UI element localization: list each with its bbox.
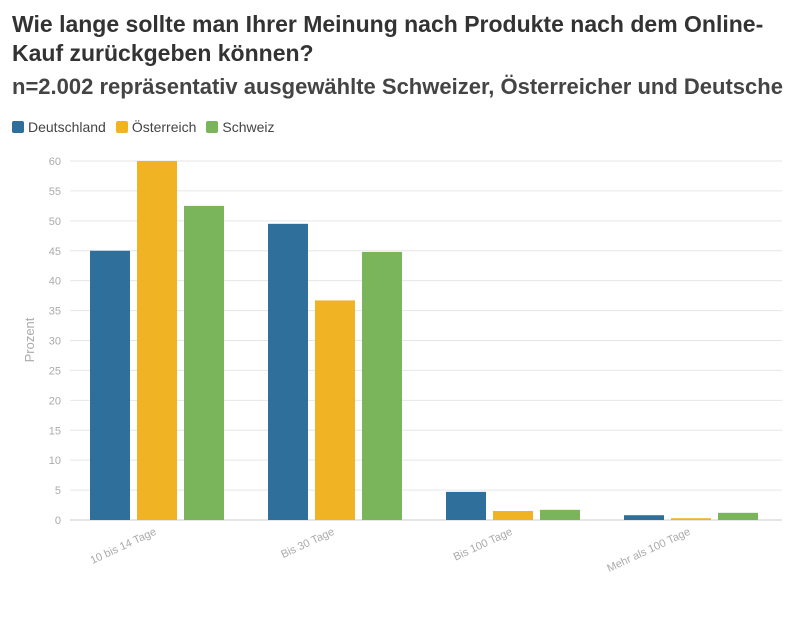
bar-deutschland[interactable] bbox=[624, 515, 664, 520]
y-tick-label: 5 bbox=[55, 485, 61, 497]
y-tick-label: 15 bbox=[49, 425, 61, 437]
bar-schweiz[interactable] bbox=[718, 512, 758, 520]
legend-label: Österreich bbox=[131, 119, 197, 135]
chart-title: Wie lange sollte man Ihrer Meinung nach … bbox=[12, 11, 764, 66]
legend-label: Deutschland bbox=[28, 119, 106, 135]
legend-swatch bbox=[115, 121, 128, 133]
y-tick-label: 25 bbox=[49, 365, 61, 377]
x-tick-label: Mehr als 100 Tage bbox=[605, 526, 692, 575]
y-axis-ticks: 0 5 10 15 20 25 30 35 40 45 50 55 60 bbox=[49, 156, 61, 527]
y-tick-label: 55 bbox=[49, 186, 61, 198]
legend-item-deutschland[interactable]: Deutschland bbox=[12, 119, 106, 135]
legend-label: Schweiz bbox=[222, 119, 275, 135]
bar-österreich[interactable] bbox=[137, 161, 177, 520]
x-tick-label: Bis 30 Tage bbox=[279, 526, 336, 561]
bar-deutschland[interactable] bbox=[446, 491, 486, 520]
legend-item-schweiz[interactable]: Schweiz bbox=[206, 119, 275, 135]
bar-deutschland[interactable] bbox=[90, 250, 130, 520]
y-tick-label: 45 bbox=[49, 246, 61, 258]
legend: Deutschland Österreich Schweiz bbox=[12, 119, 275, 135]
y-tick-label: 50 bbox=[49, 216, 61, 228]
x-tick-label: 10 bis 14 Tage bbox=[89, 526, 159, 567]
y-tick-label: 60 bbox=[49, 156, 61, 168]
bars bbox=[90, 161, 758, 521]
y-tick-label: 30 bbox=[49, 336, 61, 348]
bar-schweiz[interactable] bbox=[184, 205, 224, 520]
x-tick-label: Bis 100 Tage bbox=[452, 526, 515, 564]
bar-schweiz[interactable] bbox=[540, 509, 580, 520]
y-tick-label: 20 bbox=[49, 395, 61, 407]
bar-schweiz[interactable] bbox=[362, 251, 402, 521]
x-axis-ticks: 10 bis 14 Tage Bis 30 Tage Bis 100 Tage Meh… bbox=[89, 526, 693, 575]
y-tick-label: 40 bbox=[49, 276, 61, 288]
y-tick-label: 35 bbox=[49, 306, 61, 318]
y-tick-label: 10 bbox=[49, 455, 61, 467]
y-axis-label: Prozent bbox=[22, 317, 37, 362]
bar-österreich[interactable] bbox=[671, 518, 711, 520]
bar-deutschland[interactable] bbox=[268, 223, 308, 520]
legend-swatch bbox=[206, 121, 219, 133]
chart-subtitle: n=2.002 repräsentativ ausgewählte Schwei… bbox=[12, 74, 783, 99]
legend-item-oesterreich[interactable]: Österreich bbox=[115, 119, 197, 135]
bar-österreich[interactable] bbox=[315, 300, 355, 520]
y-tick-label: 0 bbox=[55, 515, 61, 527]
bar-österreich[interactable] bbox=[493, 511, 533, 520]
legend-swatch bbox=[12, 121, 24, 133]
